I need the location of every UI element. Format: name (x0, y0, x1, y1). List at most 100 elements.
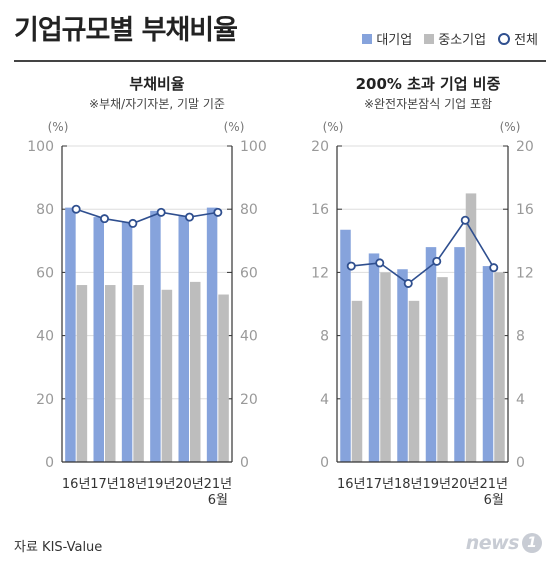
y-tick-label-left: 20 (311, 139, 329, 155)
bar-large-1 (340, 229, 351, 462)
bar-sme-6 (218, 294, 229, 462)
legend-label-large: 대기업 (376, 33, 413, 48)
bar-sme-2 (105, 285, 116, 462)
bar-large-2 (368, 253, 380, 462)
x-tick-label: 19년 (422, 477, 451, 492)
bar-large-5 (178, 215, 189, 462)
x-tick-label: 21년 (204, 477, 233, 492)
chart-subtitle: ※부채/자기자본, 기말 기준 (89, 97, 225, 111)
x-tick-label: 16년 (62, 477, 91, 492)
bar-sme-4 (437, 277, 448, 462)
x-tick-label: 20년 (451, 477, 480, 492)
source-note: 자료 KIS-Value (14, 540, 103, 555)
bar-large-4 (425, 247, 437, 462)
logo-badge: 1 (522, 533, 542, 553)
y-tick-label-right: 12 (516, 265, 534, 281)
y-tick-label-left: 60 (36, 265, 54, 281)
legend-label-sme: 중소기업 (438, 33, 487, 48)
legend-item-total: 전체 (498, 29, 538, 48)
x-tick-label: 21년 (479, 477, 508, 492)
unit-label-left: (%) (323, 120, 344, 134)
page-title: 기업규모별 부채비율 (14, 15, 238, 46)
total-point-2 (100, 214, 110, 224)
total-point-3 (128, 218, 138, 228)
y-tick-label-left: 100 (27, 139, 54, 155)
legend-label-total: 전체 (514, 33, 538, 48)
bar-large-4 (150, 210, 161, 462)
x-tick-sublabel: 6월 (208, 493, 228, 508)
chart-panel-2: 200% 초과 기업 비중 ※완전자본잠식 기업 포함 (%) (%) 0 0 4 4 8 8 12… (311, 75, 534, 508)
x-tick-label: 19년 (147, 477, 176, 492)
y-tick-label-left: 16 (311, 202, 329, 218)
bar-large-1 (65, 207, 76, 462)
bar-sme-1 (76, 285, 88, 462)
y-tick-label-left: 0 (320, 455, 329, 471)
unit-label-left: (%) (48, 120, 69, 134)
total-line (351, 218, 495, 285)
y-tick-label-right: 60 (240, 265, 258, 281)
legend-swatch-sme (424, 33, 435, 44)
x-tick-label: 18년 (394, 477, 423, 492)
y-tick-label-left: 8 (320, 329, 329, 345)
bar-sme-5 (465, 193, 477, 462)
y-tick-label-left: 20 (36, 392, 54, 408)
y-tick-label-right: 0 (240, 455, 249, 471)
legend-item-sme: 중소기업 (424, 29, 486, 48)
y-tick-label-left: 80 (36, 202, 54, 218)
x-tick-label: 17년 (365, 477, 394, 492)
bar-large-6 (482, 266, 494, 462)
bar-large-6 (206, 207, 218, 462)
chart-subtitle: ※완전자본잠식 기업 포함 (364, 97, 492, 111)
legend-swatch-large (362, 33, 373, 44)
total-point-1 (71, 204, 81, 214)
total-point-2 (375, 258, 385, 268)
y-tick-label-left: 4 (320, 392, 329, 408)
y-tick-label-right: 20 (516, 139, 534, 155)
bar-sme-1 (351, 300, 363, 462)
x-tick-label: 16년 (337, 477, 366, 492)
y-tick-label-right: 80 (240, 202, 258, 218)
legend-marker-total (498, 32, 511, 45)
total-line (75, 208, 218, 225)
chart-panel-1: 부채비율 ※부채/자기자본, 기말 기준 (%) (%) 0 0 20 20 40 40 60 60 8… (27, 75, 266, 508)
total-point-5 (184, 212, 194, 222)
news1-logo: news 1 (466, 532, 542, 554)
bar-sme-3 (408, 300, 420, 462)
chart-title: 200% 초과 기업 비중 (356, 75, 501, 93)
y-tick-label-right: 20 (240, 392, 258, 408)
x-tick-label: 18년 (119, 477, 148, 492)
y-tick-label-left: 40 (36, 329, 54, 345)
total-point-5 (460, 215, 470, 225)
y-tick-label-right: 40 (240, 329, 258, 345)
unit-label-right: (%) (500, 120, 521, 134)
title-divider (14, 60, 546, 62)
unit-label-right: (%) (224, 120, 245, 134)
x-tick-label: 17년 (90, 477, 119, 492)
legend: 대기업 중소기업 전체 (350, 29, 538, 48)
logo-wordmark: news (465, 532, 520, 554)
y-tick-label-right: 0 (516, 455, 525, 471)
x-tick-label: 20년 (175, 477, 204, 492)
y-tick-label-left: 0 (45, 455, 54, 471)
bar-large-2 (93, 217, 104, 462)
total-point-1 (346, 261, 356, 271)
y-tick-label-left: 12 (311, 265, 329, 281)
y-tick-label-right: 16 (516, 202, 534, 218)
y-tick-label-right: 100 (240, 139, 267, 155)
total-point-4 (156, 207, 166, 217)
legend-item-large: 대기업 (362, 29, 412, 48)
x-tick-sublabel: 6월 (484, 493, 504, 508)
total-point-6 (213, 207, 223, 217)
chart-title: 부채비율 (129, 75, 184, 93)
y-tick-label-right: 4 (516, 392, 525, 408)
bar-large-3 (397, 269, 408, 462)
total-point-4 (432, 256, 442, 266)
bar-sme-5 (190, 281, 201, 462)
total-point-3 (403, 278, 413, 288)
bar-large-5 (454, 247, 465, 462)
total-point-6 (489, 263, 499, 273)
bar-sme-6 (494, 272, 505, 462)
bar-sme-4 (161, 289, 173, 462)
y-tick-label-right: 8 (516, 329, 525, 345)
